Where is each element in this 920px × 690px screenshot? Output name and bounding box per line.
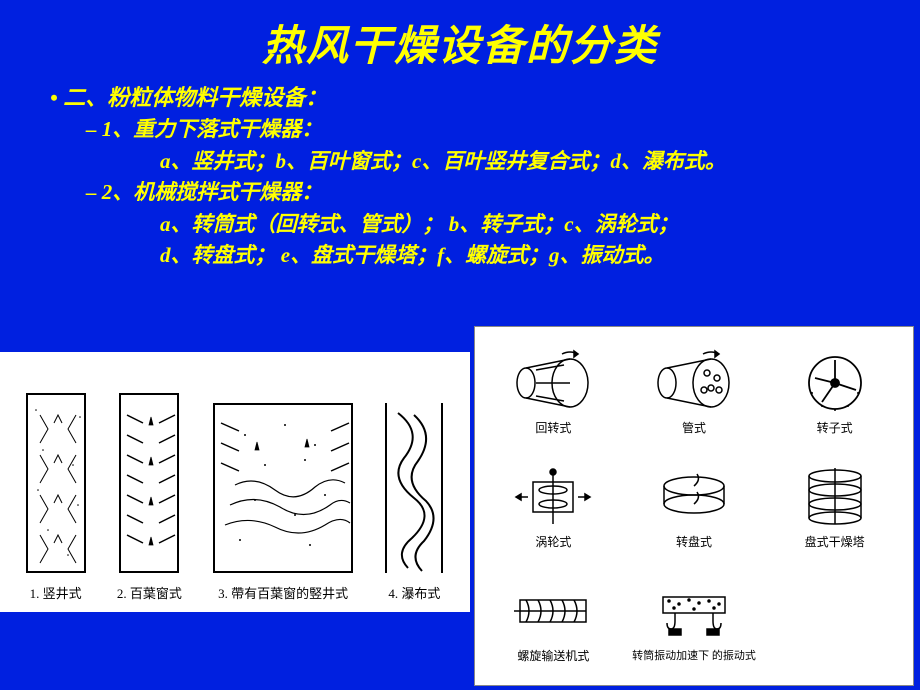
diagram-right-empty [766,565,903,675]
diagram-right-label-3: 转子式 [817,421,853,435]
diagram-left-label-4: 4. 瀑布式 [388,583,440,602]
diagram-right-item-7: 螺旋输送机式 [485,565,622,675]
diagram-right-item-1: 回转式 [485,337,622,447]
item2-detail-line1: a、转筒式（回转式、管式）； b、转子式；c、涡轮式； [50,209,880,241]
diagram-right-label-2: 管式 [682,421,706,435]
diagram-right-label-1: 回转式 [535,421,571,435]
item1-heading: 1、重力下落式干燥器： [50,114,880,146]
diagram-left-item-1: 1. 竖井式 [26,393,86,602]
item2-heading: 2、机械搅拌式干燥器： [50,177,880,209]
diagram-right-label-6: 盘式干燥塔 [805,535,865,549]
diagram-left-label-1: 1. 竖井式 [30,583,82,602]
diagram-right-panel: 回转式 管式 [474,326,914,686]
tube-type-icon [649,348,739,418]
diagram-right-item-6: 盘式干燥塔 [766,451,903,561]
diagram-right-item-5: 转盘式 [626,451,763,561]
diagram-right-item-8: 转筒振动加速下 的振动式 [626,565,763,675]
diagram-left-label-2: 2. 百葉窗式 [117,583,182,602]
vertical-shaft-figure [26,393,86,573]
diagram-left-item-3: 3. 帶有百葉窗的竪井式 [213,403,353,602]
item1-detail: a、竖井式；b、百叶窗式；c、百叶竖井复合式；d、瀑布式。 [50,146,880,178]
vibrating-type-icon [649,577,739,647]
diagram-right-item-3: 转子式 [766,337,903,447]
disc-type-icon [649,462,739,532]
diagram-right-label-4: 涡轮式 [535,535,571,549]
section-heading: 二、粉粒体物料干燥设备： [50,81,880,114]
slide-content: 二、粉粒体物料干燥设备： 1、重力下落式干燥器： a、竖井式；b、百叶窗式；c、… [0,73,920,272]
turbine-type-icon [508,462,598,532]
diagram-left-item-4: 4. 瀑布式 [384,403,444,602]
diagram-left-label-3: 3. 帶有百葉窗的竪井式 [218,583,348,602]
diagram-right-item-4: 涡轮式 [485,451,622,561]
diagram-left-panel: 1. 竖井式 2. 百葉窗式 [0,352,470,612]
diagram-right-item-2: 管式 [626,337,763,447]
disc-tower-icon [790,462,880,532]
combined-figure [213,403,353,573]
waterfall-figure [384,403,444,573]
louver-figure [119,393,179,573]
diagram-right-label-8: 转筒振动加速下 的振动式 [632,650,756,663]
item2-detail-line2: d、转盘式； e、盘式干燥塔；f、螺旋式；g、振动式。 [50,240,880,272]
diagram-left-item-2: 2. 百葉窗式 [117,393,182,602]
diagram-right-label-5: 转盘式 [676,535,712,549]
slide-title: 热风干燥设备的分类 [0,0,920,73]
rotary-drum-icon [508,348,598,418]
screw-conveyor-icon [508,576,598,646]
rotor-type-icon [790,348,880,418]
diagram-right-label-7: 螺旋输送机式 [517,649,589,663]
